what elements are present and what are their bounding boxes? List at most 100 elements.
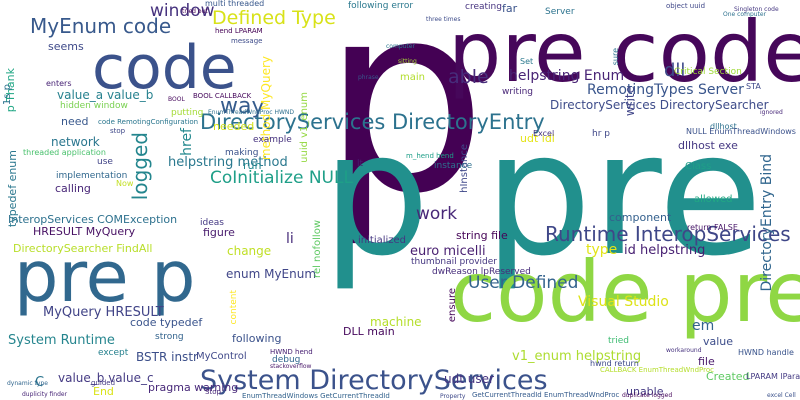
- word: code RemotingConfiguration: [98, 118, 199, 126]
- word: Class: [685, 161, 712, 172]
- word: NULL EnumThreadWindows: [686, 127, 796, 136]
- word: workaround: [666, 347, 702, 354]
- word: change: [227, 244, 272, 258]
- word: euro micelli: [410, 244, 486, 259]
- word: instance: [434, 161, 473, 171]
- word: BOOL: [168, 96, 185, 103]
- word: duplicate logged: [622, 392, 673, 399]
- word: DirectorySearcher FindAll: [13, 242, 153, 255]
- word: InteropServices COMException: [8, 213, 178, 226]
- word: m_hend hend: [406, 152, 454, 160]
- word: following error: [348, 1, 414, 11]
- word: except: [98, 348, 129, 358]
- word: udt idl: [520, 132, 555, 145]
- word: value: [703, 335, 734, 348]
- word: DLL main: [343, 325, 395, 338]
- word: em: [692, 318, 715, 334]
- word: EnumThreadWndProc HWND: [208, 109, 295, 116]
- word: v1_enum helpstring: [512, 349, 642, 364]
- word: MyControl: [196, 351, 247, 362]
- word: sure: [611, 48, 620, 66]
- word: putting: [171, 108, 204, 118]
- word: code pre: [450, 243, 800, 341]
- word: Visual Studio: [578, 294, 669, 310]
- word: Property: [440, 393, 466, 400]
- word: Created: [706, 370, 750, 383]
- word: lt: [357, 159, 364, 169]
- word: Defined Type: [212, 7, 336, 29]
- word: three times: [426, 16, 461, 23]
- word: multi threaded: [205, 0, 265, 8]
- word: phrase: [358, 74, 379, 81]
- word: following: [232, 332, 282, 345]
- word: System Runtime: [8, 333, 115, 348]
- word: Critical Section: [674, 67, 742, 77]
- word: HWND handle: [738, 348, 794, 357]
- word: type: [586, 242, 618, 258]
- word: Excel: [533, 129, 555, 138]
- word: hr p: [592, 129, 610, 139]
- word: p: [322, 0, 488, 251]
- word: far: [502, 2, 518, 15]
- word: li: [286, 231, 294, 247]
- word: unable: [626, 385, 664, 398]
- word: 1s p: [2, 84, 13, 106]
- word: implementation: [56, 171, 128, 181]
- word: enum MyEnum: [226, 267, 317, 281]
- word: use: [97, 157, 113, 167]
- word: System DirectoryServices: [200, 365, 548, 396]
- word: tried out: [182, 8, 208, 15]
- word: End: [93, 385, 114, 398]
- word: Runtime InteropServices: [545, 222, 791, 246]
- word: stop: [110, 127, 126, 135]
- word: threaded application: [23, 148, 106, 157]
- word: ideas: [200, 218, 224, 228]
- word: Stop: [205, 388, 221, 396]
- word: initialized: [358, 235, 407, 246]
- word: way: [220, 94, 265, 119]
- word: CoInitialize NULL: [210, 168, 353, 188]
- word: network: [51, 135, 100, 149]
- word: guided: [91, 379, 116, 387]
- word: run: [243, 159, 262, 172]
- word: uuid v1_enum: [299, 92, 310, 163]
- word: calling: [55, 182, 91, 195]
- word: content: [229, 290, 239, 325]
- word: main: [400, 72, 425, 83]
- word: seems: [48, 40, 84, 53]
- word: code typedef: [130, 316, 203, 329]
- word: figure: [203, 226, 235, 239]
- word: making: [225, 148, 259, 158]
- word: sitting: [398, 58, 417, 65]
- word: C: [35, 375, 45, 390]
- word: DirectoryEntry Bind: [759, 154, 775, 292]
- word: file: [698, 355, 715, 368]
- word: ignored: [760, 109, 783, 116]
- word: rel nofollow: [312, 220, 323, 278]
- word: stackoverflow: [270, 363, 312, 370]
- word: CALLBACK EnumThreadWndProc: [600, 366, 714, 374]
- word: writing: [502, 87, 534, 97]
- word: hidden window: [60, 101, 128, 111]
- word: MyQuery HRESULT: [43, 305, 164, 320]
- word: thumbnail provider: [411, 257, 497, 267]
- word: needed: [213, 120, 255, 133]
- word: hend LPARAM: [215, 27, 263, 35]
- word: LPARAM lParam: [746, 372, 800, 381]
- word: able: [448, 66, 489, 88]
- word: write: [623, 86, 637, 117]
- word: logged: [128, 132, 152, 201]
- word: HRESULT MyQuery: [33, 225, 136, 238]
- word: One computer: [723, 11, 767, 18]
- word: machine: [370, 315, 422, 329]
- word: dllhost exe: [678, 139, 738, 152]
- word: pragma warning: [148, 381, 239, 394]
- word: return FALSE: [687, 223, 738, 232]
- word: dll: [664, 60, 686, 81]
- word: string file: [456, 229, 508, 242]
- word: computer: [386, 43, 415, 50]
- word: message: [231, 37, 263, 45]
- word: window: [150, 1, 215, 21]
- word: duplicity finder: [22, 391, 68, 398]
